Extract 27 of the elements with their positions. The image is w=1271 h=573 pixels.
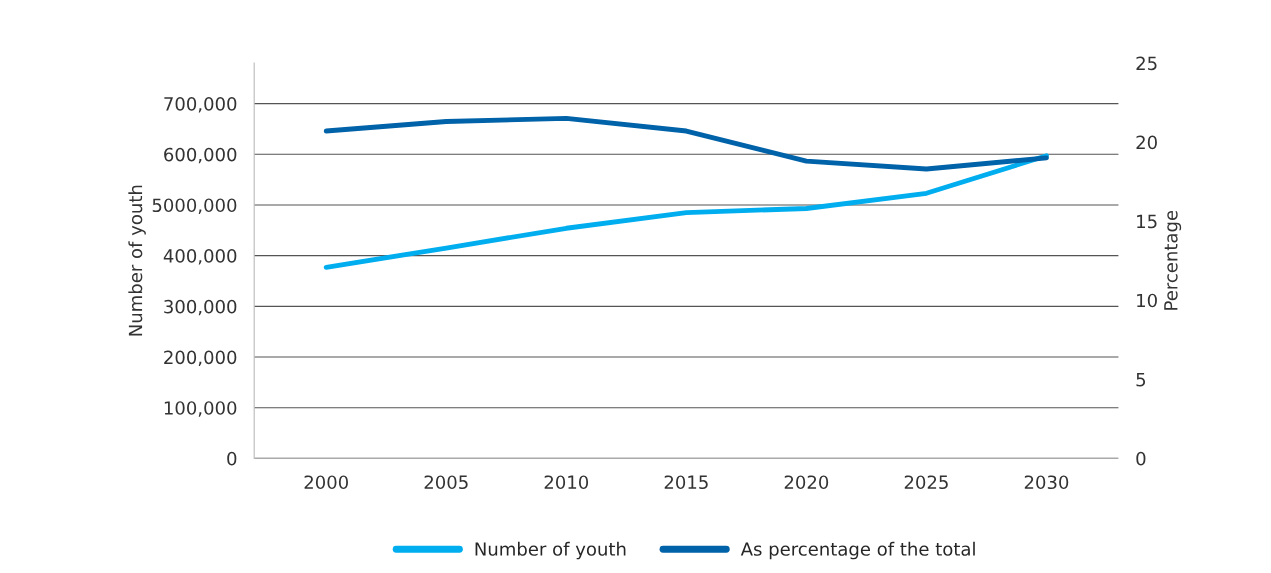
y2-tick-label: 20 [1136,135,1157,150]
legend-label: Number of youth [475,541,626,560]
line-series [323,153,1049,270]
x-tick-label: 2005 [424,475,468,490]
x-tick-label: 2025 [904,475,948,490]
y-tick-label: 700,000 [164,97,237,113]
x-tick-label: 2015 [664,475,708,490]
y2-tick-label: 15 [1137,214,1157,229]
y2-axis-title: Percentage [1164,210,1182,310]
y-tick-label: 600,000 [164,147,237,164]
y-tick-label: 100,000 [164,401,237,417]
y-tick-label: 300,000 [164,299,237,316]
x-tick-label: 2010 [544,475,589,490]
y-tick-label: 400,000 [163,249,237,265]
y2-tick-label: 0 [1136,451,1146,466]
y-tick-label: 0 [227,451,237,466]
y-axis-title: Number of youth [128,185,146,336]
x-tick-label: 2020 [784,475,829,490]
x-tick-label: 2030 [1024,475,1069,490]
legend-label: As percentage of the total [740,541,975,560]
line-series [323,115,1049,172]
y2-tick-label: 5 [1136,373,1146,387]
y2-tick-label: 25 [1136,56,1157,71]
x-tick-label: 2000 [304,475,348,490]
y-tick-label: 5000,000 [152,198,237,214]
y-tick-label: 200,000 [164,350,237,366]
y2-tick-label: 10 [1137,293,1157,308]
